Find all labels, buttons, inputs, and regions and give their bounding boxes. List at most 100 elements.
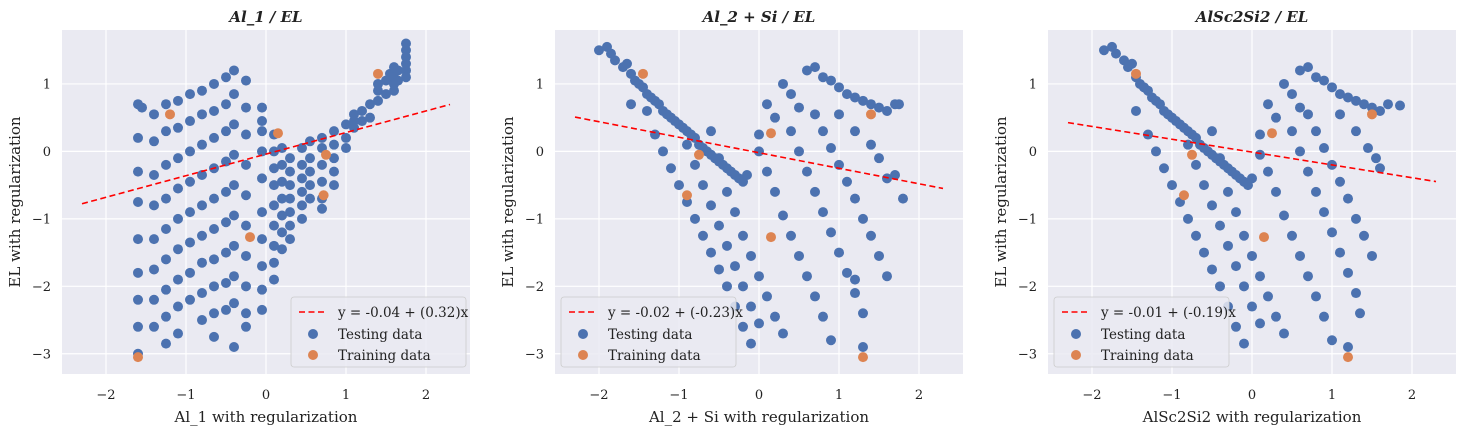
testing-point (285, 193, 295, 204)
testing-point (197, 230, 207, 241)
testing-point (229, 65, 239, 76)
testing-point (882, 271, 892, 282)
training-point (1179, 190, 1189, 201)
testing-point (285, 166, 295, 177)
testing-point (149, 200, 159, 211)
testing-point (185, 207, 195, 218)
testing-point (866, 139, 876, 150)
testing-point (1131, 105, 1141, 116)
testing-point (1247, 301, 1257, 312)
testing-point (722, 186, 732, 197)
testing-point (365, 112, 375, 123)
testing-point (229, 149, 239, 160)
testing-point (1351, 213, 1361, 224)
testing-point (794, 102, 804, 113)
testing-point (257, 126, 267, 137)
y-tick-label: −1 (525, 212, 544, 227)
testing-point (770, 311, 780, 322)
testing-point (1327, 227, 1337, 238)
testing-point (241, 102, 251, 113)
testing-point (1239, 230, 1249, 241)
testing-point (241, 220, 251, 231)
y-tick-label: 0 (43, 145, 51, 160)
testing-point (297, 159, 307, 170)
testing-point (1271, 311, 1281, 322)
training-point (321, 149, 331, 160)
testing-point (1263, 99, 1273, 110)
testing-point (1383, 99, 1393, 110)
testing-point (305, 180, 315, 191)
testing-point (269, 163, 279, 174)
testing-point (341, 132, 351, 143)
testing-point (401, 38, 411, 49)
testing-point (1395, 100, 1405, 111)
testing-point (1351, 126, 1361, 137)
testing-point (197, 109, 207, 120)
testing-point (834, 247, 844, 258)
testing-point (137, 102, 147, 113)
chart-panel-2: −2 −1 0 1 2 −3 −2 −1 0 1 Al_2 + Si / EL Al_2 + Si w… (499, 8, 963, 426)
testing-point (285, 180, 295, 191)
y-tick-label: 1 (536, 77, 544, 92)
testing-point (1287, 230, 1297, 241)
training-point (245, 232, 255, 243)
testing-point (133, 197, 143, 207)
testing-point (305, 166, 315, 177)
y-tick-label: −1 (1018, 212, 1037, 227)
testing-point (149, 109, 159, 120)
testing-point (706, 126, 716, 137)
testing-point (754, 271, 764, 282)
testing-point (221, 247, 231, 258)
testing-point (209, 105, 219, 116)
testing-point (149, 170, 159, 181)
testing-point (1327, 82, 1337, 93)
legend: y = -0.01 + (-0.19)x Testing data Training… (1053, 296, 1236, 368)
x-axis-label: Al_1 with regularization (174, 408, 358, 426)
testing-point (834, 82, 844, 93)
testing-point (810, 291, 820, 302)
testing-point (738, 281, 748, 292)
testing-point (133, 294, 143, 305)
y-tick-label: −3 (1018, 347, 1037, 362)
scatter-points (133, 38, 411, 363)
testing-point (802, 271, 812, 282)
testing-point (1303, 62, 1313, 73)
testing-point (1295, 146, 1305, 157)
testing-point (874, 250, 884, 261)
testing-point (1231, 207, 1241, 218)
testing-point (746, 250, 756, 261)
testing-point (209, 331, 219, 342)
testing-point (161, 254, 171, 265)
training-point (638, 68, 648, 79)
testing-point (818, 311, 828, 322)
chart-title: Al_2 + Si / EL (701, 8, 816, 26)
testing-point (1263, 166, 1273, 177)
testing-point (722, 281, 732, 292)
testing-point (161, 284, 171, 295)
testing-point (794, 250, 804, 261)
testing-point (810, 186, 820, 197)
testing-point (682, 139, 692, 150)
testing-point (229, 298, 239, 309)
testing-point (257, 284, 267, 295)
legend: y = -0.02 + (-0.23)x Testing data Training… (560, 296, 743, 368)
testing-point (1311, 186, 1321, 197)
testing-point (1319, 311, 1329, 322)
testing-point (285, 207, 295, 218)
testing-point (842, 267, 852, 278)
legend-training-marker (578, 350, 588, 360)
testing-point (297, 143, 307, 154)
testing-point (802, 65, 812, 76)
testing-point (770, 186, 780, 197)
testing-point (802, 166, 812, 177)
testing-point (1111, 48, 1121, 59)
testing-point (1191, 159, 1201, 170)
testing-point (738, 321, 748, 332)
testing-point (149, 294, 159, 305)
testing-point (173, 213, 183, 224)
testing-point (778, 328, 788, 339)
testing-point (1343, 342, 1353, 353)
testing-point (269, 180, 279, 191)
testing-point (1279, 210, 1289, 221)
legend: y = -0.04 + (0.32)x Testing data Training … (290, 296, 469, 368)
